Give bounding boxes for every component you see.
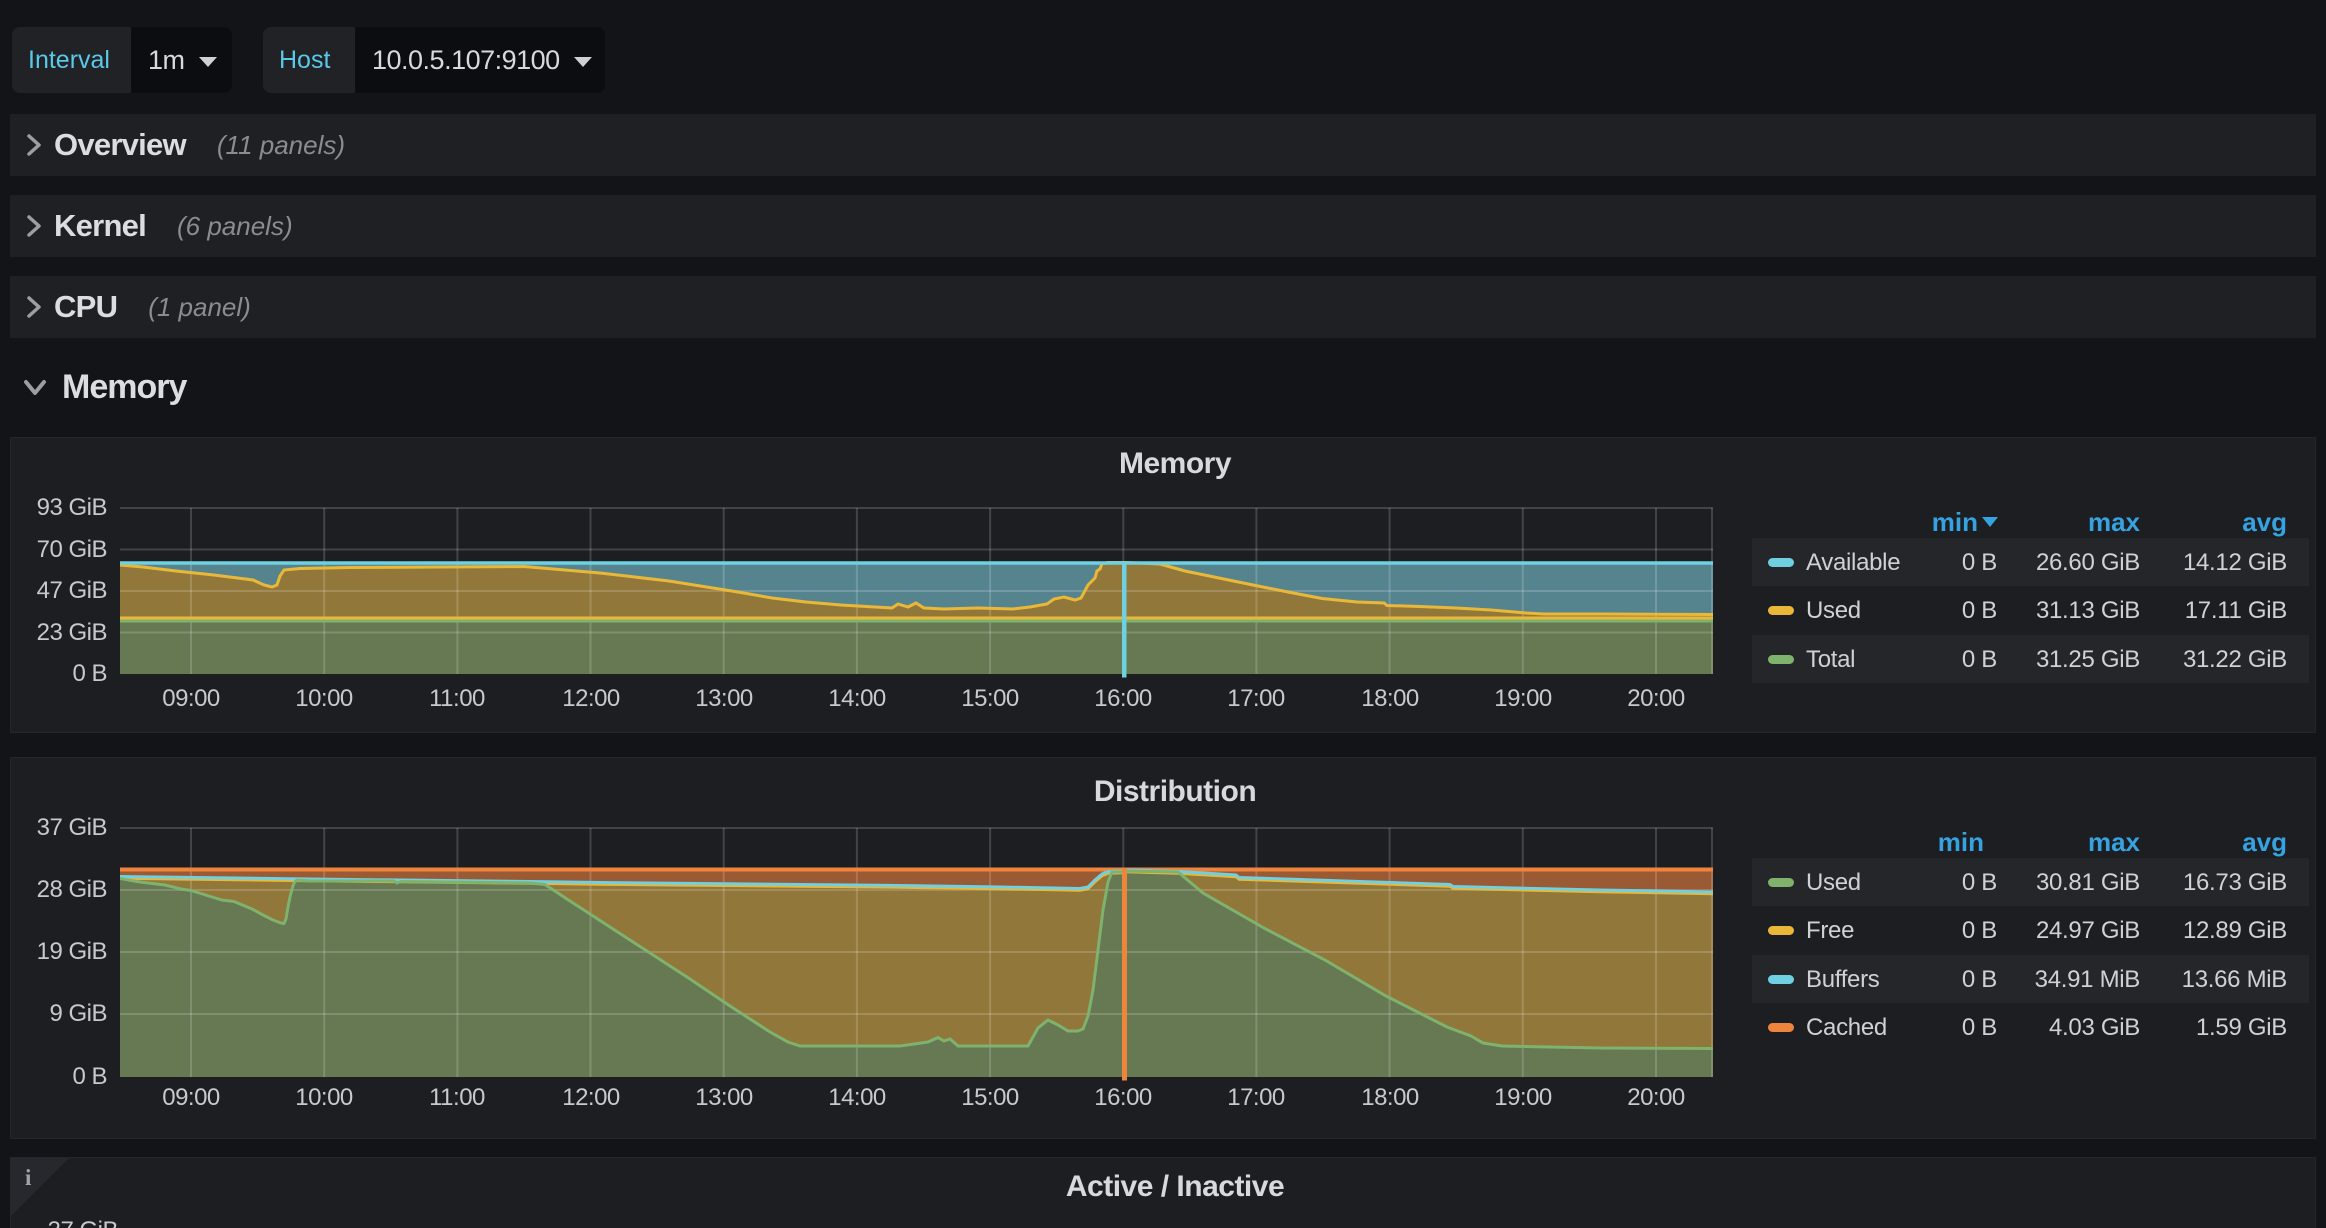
- svg-text:i: i: [25, 1165, 32, 1190]
